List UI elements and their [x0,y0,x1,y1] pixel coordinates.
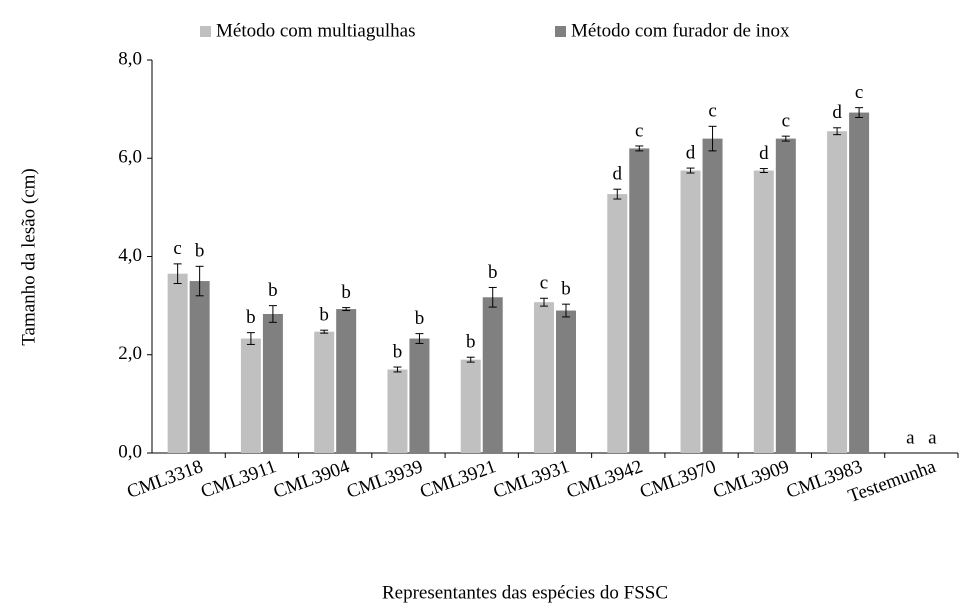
legend-swatch [555,26,566,37]
bar [167,273,188,453]
x-axis-label: Representantes das espécies do FSSC [382,582,668,603]
significance-letter: b [268,280,278,301]
bar [849,112,870,453]
significance-letter: b [488,262,498,283]
bar [314,331,335,453]
bar [680,170,701,453]
significance-letter: c [708,101,716,122]
bar [827,131,848,453]
y-tick-label: 2,0 [118,343,142,364]
significance-letter: a [928,427,937,448]
significance-letter: c [173,238,181,259]
bar [460,359,481,453]
significance-letter: c [635,120,643,141]
significance-letter: b [246,307,256,328]
significance-letter: b [466,332,476,353]
y-tick-label: 8,0 [118,48,142,69]
bar [775,138,796,453]
x-tick-label: CML3318 [124,456,206,503]
significance-letter: c [782,111,790,132]
significance-letter: b [195,241,205,262]
x-tick-label: CML3931 [491,456,573,503]
legend-swatch [200,26,211,37]
bar [409,338,430,453]
y-tick-label: 4,0 [118,245,142,266]
y-tick-label: 0,0 [118,441,142,462]
significance-letter: b [561,279,571,300]
significance-letter: d [613,164,623,185]
legend-label: Método com furador de inox [571,20,790,41]
bar [629,148,650,454]
x-tick-label: CML3939 [344,456,426,503]
significance-letter: d [759,143,769,164]
x-tick-label: CML3921 [417,456,499,503]
bar [240,338,261,453]
significance-letter: b [415,308,425,329]
x-tick-label: CML3970 [637,456,719,503]
bar [556,310,576,453]
significance-letter: d [832,102,842,123]
y-tick-label: 6,0 [118,147,142,168]
significance-letter: b [393,341,403,362]
x-tick-label: CML3911 [198,456,279,503]
bar [702,138,723,453]
bar [753,170,774,453]
bar [336,309,357,453]
significance-letter: b [341,282,351,303]
significance-letter: b [319,305,329,326]
bar [534,302,554,453]
x-tick-label: CML3909 [710,456,792,503]
bar [189,281,210,453]
significance-letter: c [540,273,548,294]
bar [482,297,503,453]
x-tick-label: CML3904 [271,456,353,503]
x-tick-label: CML3942 [564,456,646,503]
significance-letter: c [855,82,863,103]
bar [387,369,408,453]
bar [607,194,628,453]
y-axis-label: Tamanho da lesão (cm) [18,168,39,346]
legend-label: Método com multiagulhas [216,20,415,41]
significance-letter: a [906,427,915,448]
significance-letter: d [686,142,696,163]
bar [262,313,283,453]
